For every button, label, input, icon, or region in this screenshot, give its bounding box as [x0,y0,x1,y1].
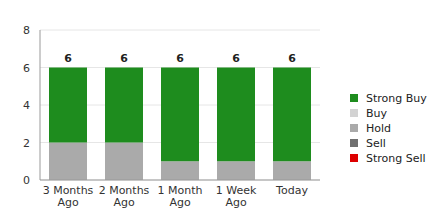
bar-segment [105,143,143,181]
legend-swatch [350,139,358,147]
bar-segment [273,161,311,180]
grid-line [40,30,320,31]
legend-swatch [350,154,358,162]
legend-swatch [350,109,358,117]
x-axis [40,180,320,181]
total-label: 6 [176,52,184,65]
bars [49,68,311,181]
bar-segment [105,68,143,143]
total-label: 6 [120,52,128,65]
y-tick-label: 8 [23,24,30,37]
grid-line [40,180,320,181]
x-tick-label: 1 WeekAgo [216,184,257,209]
legend-label: Strong Buy [366,92,427,105]
x-tick-label: 3 MonthsAgo [43,184,94,209]
bar-segment [161,161,199,180]
bar-segment [49,143,87,181]
y-tick-label: 0 [23,174,30,187]
legend-label: Buy [366,107,388,120]
legend-label: Sell [366,137,386,150]
total-label: 6 [288,52,296,65]
legend-swatch [350,94,358,102]
y-tick-label: 2 [23,137,30,150]
total-label: 6 [64,52,72,65]
y-axis [40,30,41,180]
bar-segment [161,68,199,162]
legend-label: Strong Sell [366,152,426,165]
x-tick-label: 2 MonthsAgo [99,184,150,209]
chart-container: 0 2 4 6 8 6 6 6 6 6 3 MonthsAgo2 MonthsAgo 1 MonthA… [0,0,440,220]
bar-segment [217,161,255,180]
x-tick-label: 1 MonthAgo [158,184,203,209]
bar-segment [49,68,87,143]
x-tick-label: Today [275,184,308,197]
legend-swatch [350,124,358,132]
y-tick-label: 6 [23,62,30,75]
bar-segment [273,68,311,162]
y-tick-label: 4 [23,99,30,112]
bar-segment [217,68,255,162]
chart: 0 2 4 6 8 6 6 6 6 6 3 MonthsAgo2 MonthsAgo 1 MonthA… [0,0,440,220]
legend-label: Hold [366,122,391,135]
total-label: 6 [232,52,240,65]
